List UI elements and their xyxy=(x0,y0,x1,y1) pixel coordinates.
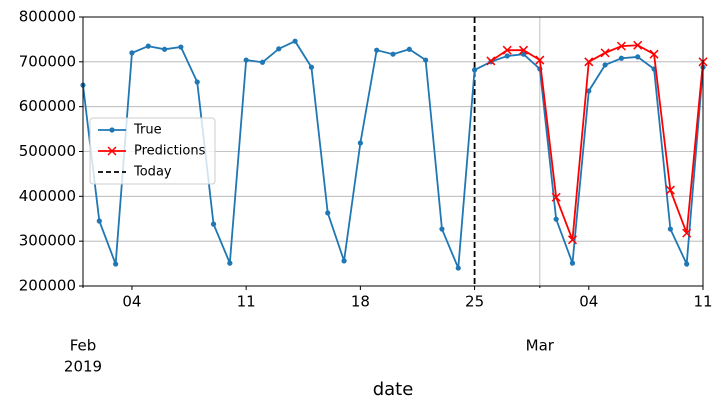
point-marker xyxy=(406,46,412,52)
point-marker xyxy=(602,62,608,68)
point-marker xyxy=(96,218,102,224)
point-marker xyxy=(535,55,545,65)
y-tick-label: 300000 xyxy=(19,232,76,250)
legend-marker xyxy=(107,146,117,156)
point-marker xyxy=(423,57,429,63)
point-marker xyxy=(113,261,119,267)
point-marker xyxy=(439,226,445,232)
point-marker xyxy=(276,46,282,52)
x-axis-label: date xyxy=(373,379,414,400)
point-marker xyxy=(178,44,184,50)
legend-box xyxy=(89,117,216,185)
point-marker xyxy=(341,258,347,264)
point-marker xyxy=(553,216,559,222)
x-tick-label: 04 xyxy=(579,293,598,311)
point-marker xyxy=(684,261,690,267)
plot-frame xyxy=(82,16,704,287)
y-tick-label: 700000 xyxy=(19,52,76,70)
point-marker xyxy=(633,40,643,50)
point-marker xyxy=(210,221,217,227)
point-marker xyxy=(520,51,527,57)
point-marker xyxy=(504,53,510,59)
x-tick-label: 11 xyxy=(237,293,256,311)
point-marker xyxy=(390,51,396,57)
point-marker xyxy=(618,55,625,61)
point-marker xyxy=(682,228,692,238)
x-minor-tick-label: Mar xyxy=(526,337,555,355)
point-marker xyxy=(600,48,610,58)
point-marker xyxy=(129,50,135,56)
point-marker xyxy=(649,49,659,59)
legend-label: Predictions xyxy=(134,144,206,159)
point-marker xyxy=(584,57,594,67)
point-marker xyxy=(567,235,578,245)
y-tick-label: 500000 xyxy=(19,142,76,160)
point-marker xyxy=(586,88,592,94)
y-tick-label: 200000 xyxy=(19,277,76,295)
legend-label: True xyxy=(133,123,162,138)
y-tick-label: 600000 xyxy=(19,97,76,115)
point-marker xyxy=(551,192,561,202)
point-marker xyxy=(502,45,512,55)
x-tick-label: 25 xyxy=(465,293,484,311)
x-tick-label: 04 xyxy=(122,293,141,311)
y-tick-label: 800000 xyxy=(19,8,76,26)
point-marker xyxy=(292,38,298,44)
point-marker xyxy=(145,43,151,49)
x-minor-tick-label: 2019 xyxy=(64,358,102,376)
x-minor-tick-label: Feb xyxy=(70,337,97,355)
point-marker xyxy=(616,41,626,51)
point-marker xyxy=(308,64,315,70)
point-marker xyxy=(357,140,363,146)
point-marker xyxy=(518,45,529,55)
series-line xyxy=(490,44,704,241)
point-marker xyxy=(243,57,249,63)
point-marker xyxy=(194,79,200,85)
point-marker xyxy=(161,46,168,52)
point-marker xyxy=(667,226,673,232)
point-marker xyxy=(325,210,331,216)
point-marker xyxy=(635,54,641,60)
x-tick-label: 18 xyxy=(351,293,370,311)
x-tick-label: 11 xyxy=(693,293,712,311)
legend-marker xyxy=(109,127,115,133)
point-marker xyxy=(455,265,461,271)
y-tick-label: 400000 xyxy=(19,187,76,205)
legend: True Predictions Today xyxy=(89,117,216,185)
point-marker xyxy=(569,260,576,266)
legend-label: Today xyxy=(133,165,172,180)
point-marker xyxy=(665,185,675,195)
point-marker xyxy=(486,56,496,66)
point-marker xyxy=(374,47,380,53)
point-marker xyxy=(227,260,233,266)
point-marker xyxy=(259,59,266,65)
point-marker xyxy=(471,67,478,73)
